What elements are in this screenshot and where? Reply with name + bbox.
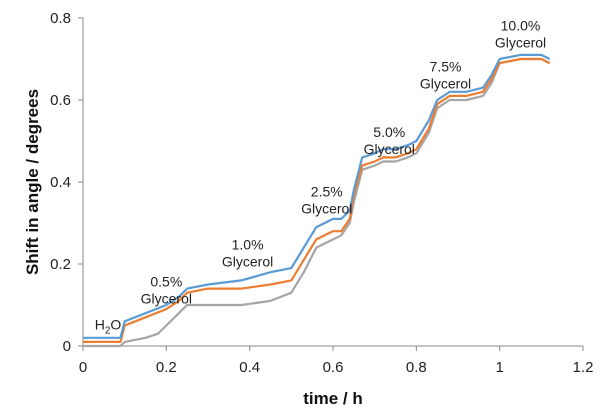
annotation-label: 1.0% <box>232 237 264 253</box>
annotation-subscript: 2 <box>105 326 111 337</box>
series-line-1 <box>83 57 551 343</box>
annotation-label: Glycerol <box>301 200 352 216</box>
annotation-label: 7.5% <box>430 58 462 74</box>
annotation-label: Glycerol <box>222 254 273 270</box>
x-tick-label: 0.4 <box>239 359 260 376</box>
x-tick-label: 1.2 <box>573 359 594 376</box>
axes <box>78 17 584 351</box>
x-tick-label: 0.2 <box>156 359 177 376</box>
y-tick-label: 0.6 <box>50 92 71 109</box>
series-group <box>83 53 551 348</box>
y-tick-label: 0.4 <box>50 174 71 191</box>
y-tick-label: 0.2 <box>50 256 71 273</box>
series-line-2 <box>83 57 551 348</box>
annotation-label: 2.5% <box>311 183 343 199</box>
annotation-text: O <box>110 317 121 333</box>
x-axis-title: time / h <box>303 389 363 408</box>
tick-labels: 0 0.2 0.4 0.6 0.8 1 1.2 0 0.2 0.4 0.6 0.8 <box>50 10 593 376</box>
annotation-label: Glycerol <box>141 291 192 307</box>
y-tick-label: 0 <box>63 338 71 355</box>
annotation-label: Glycerol <box>495 34 546 50</box>
x-tick-label: 1 <box>495 359 503 376</box>
annotation-label: 5.0% <box>373 124 405 140</box>
annotation-label: Glycerol <box>364 141 415 157</box>
y-axis-title: Shift in angle / degrees <box>23 89 42 275</box>
y-tick-label: 0.8 <box>50 10 71 27</box>
x-tick-label: 0.6 <box>323 359 344 376</box>
annotation-label: Glycerol <box>420 75 471 91</box>
annotation-text: H <box>95 317 105 333</box>
annotation-label: 0.5% <box>150 274 182 290</box>
annotation-label: H2O <box>95 317 122 337</box>
x-tick-label: 0.8 <box>406 359 427 376</box>
x-tick-label: 0 <box>79 359 87 376</box>
annotation-label: 10.0% <box>501 17 541 33</box>
annotations: H2O0.5%Glycerol1.0%Glycerol2.5%Glycerol5… <box>95 17 546 336</box>
series-line-0 <box>83 53 551 339</box>
